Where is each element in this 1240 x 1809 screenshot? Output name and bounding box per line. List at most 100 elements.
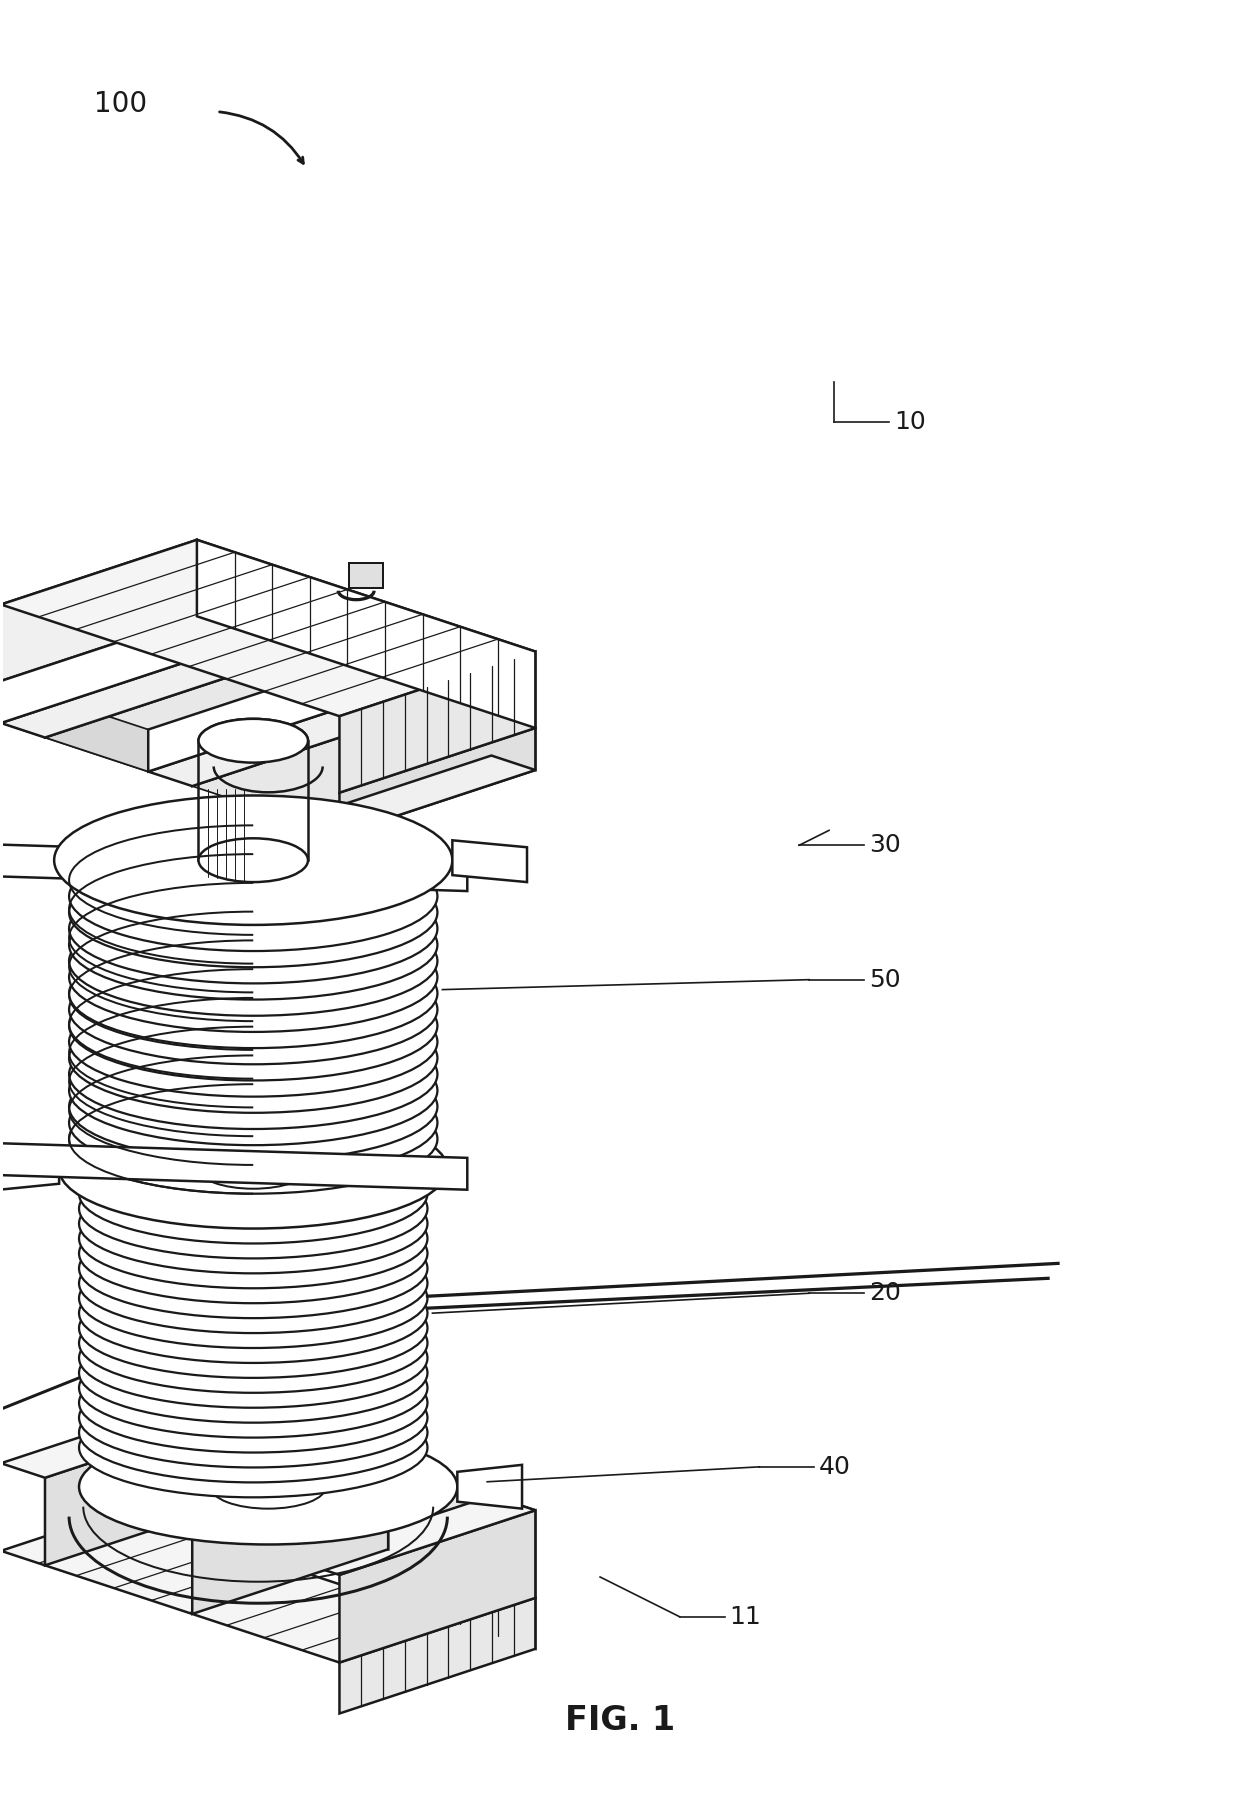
Polygon shape <box>197 539 536 727</box>
Polygon shape <box>345 666 388 722</box>
Polygon shape <box>1 658 241 738</box>
Ellipse shape <box>198 1413 308 1453</box>
Ellipse shape <box>69 890 438 1000</box>
Ellipse shape <box>79 1143 428 1243</box>
Polygon shape <box>192 722 491 819</box>
Ellipse shape <box>69 1020 438 1129</box>
Polygon shape <box>1 1398 241 1478</box>
Polygon shape <box>197 1398 241 1501</box>
Ellipse shape <box>69 988 438 1096</box>
Ellipse shape <box>193 1102 312 1145</box>
Polygon shape <box>295 1496 536 1576</box>
Polygon shape <box>340 651 536 792</box>
Ellipse shape <box>79 1160 428 1259</box>
Polygon shape <box>192 1462 388 1614</box>
Ellipse shape <box>198 718 308 763</box>
Ellipse shape <box>198 1382 308 1422</box>
Polygon shape <box>340 727 536 834</box>
Ellipse shape <box>79 1248 428 1348</box>
Polygon shape <box>45 1413 241 1565</box>
Ellipse shape <box>79 1308 428 1407</box>
Polygon shape <box>491 713 536 771</box>
Polygon shape <box>149 666 345 772</box>
Ellipse shape <box>69 971 438 1080</box>
Ellipse shape <box>193 1085 312 1129</box>
Text: 10: 10 <box>894 411 925 434</box>
Ellipse shape <box>198 1353 308 1393</box>
Polygon shape <box>295 756 536 834</box>
Polygon shape <box>0 1151 60 1190</box>
Ellipse shape <box>79 1353 428 1453</box>
Ellipse shape <box>193 890 312 935</box>
Ellipse shape <box>193 1116 312 1161</box>
Polygon shape <box>197 617 241 673</box>
Ellipse shape <box>211 1465 326 1509</box>
Text: 40: 40 <box>820 1454 851 1478</box>
Ellipse shape <box>69 874 438 984</box>
Ellipse shape <box>193 1020 312 1064</box>
Ellipse shape <box>69 1004 438 1113</box>
Polygon shape <box>1 1487 536 1662</box>
Polygon shape <box>45 673 345 772</box>
Text: 30: 30 <box>869 834 900 857</box>
Polygon shape <box>1 539 536 716</box>
Ellipse shape <box>198 1322 308 1362</box>
Ellipse shape <box>69 939 438 1047</box>
Ellipse shape <box>198 1248 308 1288</box>
Ellipse shape <box>198 1189 308 1228</box>
Ellipse shape <box>193 906 312 950</box>
Ellipse shape <box>79 1293 428 1393</box>
Ellipse shape <box>198 1368 308 1407</box>
Ellipse shape <box>193 923 312 966</box>
Text: 100: 100 <box>94 90 148 118</box>
Ellipse shape <box>198 1293 308 1333</box>
Ellipse shape <box>198 838 308 883</box>
Ellipse shape <box>79 1203 428 1302</box>
Ellipse shape <box>69 1067 438 1178</box>
Ellipse shape <box>69 857 438 968</box>
Ellipse shape <box>69 923 438 1031</box>
Text: 20: 20 <box>869 1281 900 1306</box>
Polygon shape <box>458 1465 522 1509</box>
Ellipse shape <box>69 1051 438 1161</box>
Ellipse shape <box>79 1263 428 1362</box>
Ellipse shape <box>79 1189 428 1288</box>
Ellipse shape <box>193 939 312 982</box>
Ellipse shape <box>198 1398 308 1438</box>
Ellipse shape <box>79 1339 428 1438</box>
Ellipse shape <box>198 1427 308 1467</box>
Text: FIG. 1: FIG. 1 <box>565 1704 675 1737</box>
Ellipse shape <box>198 1149 308 1189</box>
Ellipse shape <box>79 1382 428 1482</box>
Ellipse shape <box>69 841 438 952</box>
Ellipse shape <box>69 1084 438 1194</box>
Polygon shape <box>1 539 197 680</box>
Polygon shape <box>1 680 149 772</box>
Text: 11: 11 <box>729 1605 761 1628</box>
Ellipse shape <box>193 955 312 999</box>
Polygon shape <box>45 631 241 738</box>
Polygon shape <box>192 680 388 787</box>
Ellipse shape <box>79 1322 428 1422</box>
Ellipse shape <box>79 1219 428 1319</box>
Ellipse shape <box>193 1004 312 1047</box>
Ellipse shape <box>193 1069 312 1113</box>
Polygon shape <box>149 707 388 787</box>
Polygon shape <box>491 1496 536 1597</box>
Polygon shape <box>350 563 383 588</box>
Ellipse shape <box>79 1368 428 1467</box>
Ellipse shape <box>198 1219 308 1259</box>
Ellipse shape <box>198 1279 308 1319</box>
Ellipse shape <box>193 1053 312 1096</box>
Ellipse shape <box>193 1037 312 1080</box>
Ellipse shape <box>198 1174 308 1214</box>
Ellipse shape <box>69 1037 438 1145</box>
Ellipse shape <box>69 955 438 1064</box>
Polygon shape <box>241 1413 345 1534</box>
Polygon shape <box>149 1447 388 1527</box>
Text: 50: 50 <box>869 968 900 991</box>
Ellipse shape <box>79 1429 458 1545</box>
Polygon shape <box>0 1143 467 1190</box>
Polygon shape <box>453 841 527 883</box>
Ellipse shape <box>60 1109 448 1228</box>
